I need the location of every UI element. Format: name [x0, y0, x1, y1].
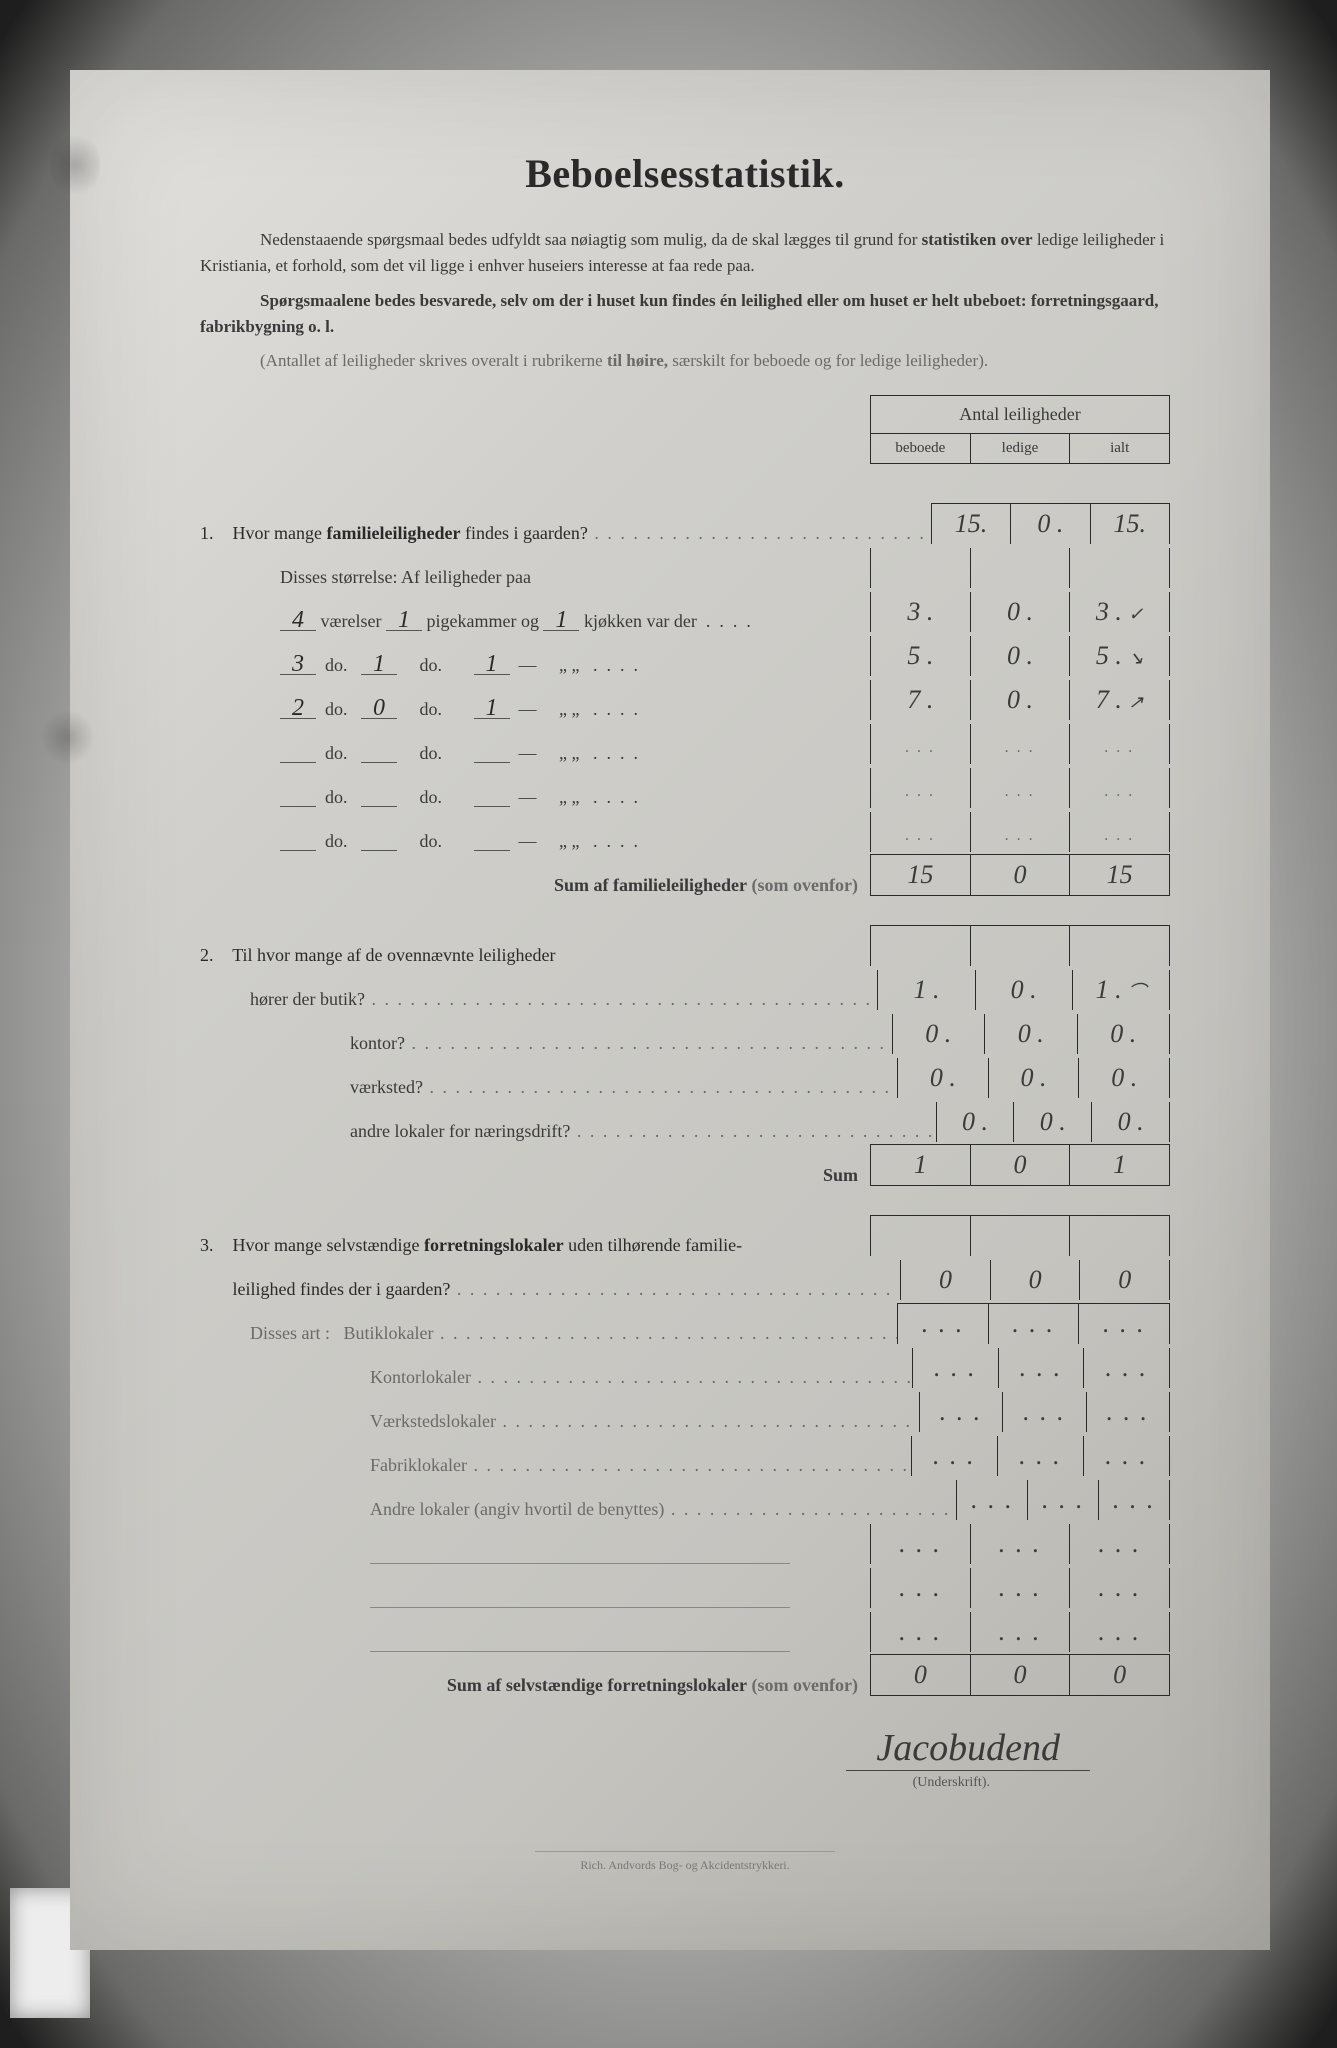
- q3-art-row: Andre lokaler (angiv hvortil de benyttes…: [200, 1476, 1170, 1520]
- q3-ans-i: 0: [1079, 1260, 1169, 1300]
- q2-heading: 2. Til hvor mange af de ovennævnte leili…: [200, 922, 1170, 966]
- printer-footer: Rich. Andvords Bog- og Akcidentstrykkeri…: [535, 1851, 835, 1873]
- table-zone: Antal leiligheder beboede ledige ialt 1.…: [200, 395, 1170, 1696]
- q2-sum-label: Sum: [823, 1165, 858, 1185]
- q1-sum-label: Sum af familieleiligheder: [554, 875, 747, 895]
- q1-subintro: Disses størrelse: Af leiligheder paa: [200, 544, 1170, 588]
- q1-ialt: 15.: [1090, 504, 1169, 544]
- q1-size-row: do. do. — „ „ . . . .. . .. . .. . .: [200, 720, 1170, 764]
- q2-row: hører der butik?1 .0 .1 . ⌒: [200, 966, 1170, 1010]
- intro-3a: (Antallet af leiligheder skrives overalt…: [260, 351, 607, 370]
- q2-sum-l: 0: [970, 1145, 1070, 1185]
- q1-ledige: 0 .: [1010, 504, 1089, 544]
- q1-size-row: 2 do. 0 do. 1 — „ „ . . . .7 .0 .7 . ↗: [200, 676, 1170, 720]
- intro-paragraph-2: Spørgsmaalene bedes besvarede, selv om d…: [200, 288, 1170, 341]
- q1-row: 1. Hvor mange familieleiligheder findes …: [200, 500, 1170, 544]
- q3-text-d: leilighed findes der i gaarden?: [233, 1279, 451, 1299]
- q3-blank-row: . . .. . .. . .: [200, 1608, 1170, 1652]
- q3-art-first: Butiklokaler: [344, 1323, 434, 1343]
- q1-text-c: findes i gaarden?: [460, 523, 587, 543]
- signature-handwriting: Jacobudend: [846, 1726, 1090, 1771]
- q3-sum-label: Sum af selvstændige forretningslokaler: [447, 1675, 747, 1695]
- q1-size-row: do. do. — „ „ . . . .. . .. . .. . .: [200, 808, 1170, 852]
- q1-size-row: do. do. — „ „ . . . .. . .. . .. . .: [200, 764, 1170, 808]
- q3-line1: 3. Hvor mange selvstændige forretningslo…: [200, 1212, 1170, 1256]
- q3-sum-i: 0: [1069, 1655, 1169, 1695]
- q1-text-a: Hvor mange: [233, 523, 327, 543]
- smudge: [40, 710, 95, 765]
- q1-size-row: 4 værelser 1 pigekammer og 1 kjøkken var…: [200, 588, 1170, 632]
- intro-paragraph-1: Nedenstaaende spørgsmaal bedes udfyldt s…: [200, 227, 1170, 280]
- smudge: [50, 130, 100, 200]
- q3-art-heading: Disses art : Butiklokaler . . .. . .. . …: [200, 1300, 1170, 1344]
- q2-text: Til hvor mange af de ovennævnte leilighe…: [232, 945, 555, 965]
- q2-sum-b: 1: [871, 1145, 970, 1185]
- q3-sum-row: Sum af selvstændige forretningslokaler (…: [200, 1652, 1170, 1696]
- q1-sum-b: 15: [871, 855, 970, 895]
- q1-subintro-text: Disses størrelse: Af leiligheder paa: [200, 567, 870, 588]
- column-header-box: Antal leiligheder beboede ledige ialt: [870, 395, 1170, 464]
- header-col-ledige: ledige: [970, 434, 1070, 463]
- header-col-ialt: ialt: [1069, 434, 1169, 463]
- q3-sum-b: 0: [871, 1655, 970, 1695]
- q2-row: værksted?0 .0 .0 .: [200, 1054, 1170, 1098]
- intro-2a: Spørgsmaalene bedes besvarede, selv om d…: [260, 291, 1031, 310]
- intro-paragraph-3: (Antallet af leiligheder skrives overalt…: [200, 348, 1170, 374]
- q3-ans-l: 0: [990, 1260, 1080, 1300]
- body-rows: 1. Hvor mange familieleiligheder findes …: [200, 395, 1170, 1696]
- q3-sum-l: 0: [970, 1655, 1070, 1695]
- q3-art-label: Disses art :: [250, 1323, 330, 1343]
- q1-sum-row: Sum af familieleiligheder (som ovenfor) …: [200, 852, 1170, 896]
- q2-row: andre lokaler for næringsdrift?0 .0 .0 .: [200, 1098, 1170, 1142]
- intro-1b: statistiken over: [922, 230, 1033, 249]
- q3-ans-b: 0: [901, 1260, 990, 1300]
- q2-sum-i: 1: [1069, 1145, 1169, 1185]
- q2-num: 2.: [200, 945, 228, 966]
- q1-sum-l: 0: [970, 855, 1070, 895]
- q3-art-row: Værkstedslokaler. . .. . .. . .: [200, 1388, 1170, 1432]
- intro-3c: særskilt for beboede og for ledige leili…: [668, 351, 988, 370]
- page-title: Beboelsesstatistik.: [200, 150, 1170, 197]
- intro-1a: Nedenstaaende spørgsmaal bedes udfyldt s…: [260, 230, 922, 249]
- q3-text-b: forretningslokaler: [424, 1235, 564, 1255]
- q1-beboede: 15.: [932, 504, 1010, 544]
- q1-sum-i: 15: [1069, 855, 1169, 895]
- q3-blank-row: . . .. . .. . .: [200, 1564, 1170, 1608]
- q2-sum-row: Sum 1 0 1: [200, 1142, 1170, 1186]
- q3-line2: leilighed findes der i gaarden? 0 0 0: [200, 1256, 1170, 1300]
- q1-num: 1.: [200, 523, 228, 544]
- q1-text-b: familieleiligheder: [326, 523, 460, 543]
- q1-size-row: 3 do. 1 do. 1 — „ „ . . . .5 .0 .5 . ↘: [200, 632, 1170, 676]
- q1-sum-note: (som ovenfor): [752, 875, 858, 895]
- header-col-beboede: beboede: [871, 434, 970, 463]
- q3-num: 3.: [200, 1235, 228, 1256]
- q2-row: kontor?0 .0 .0 .: [200, 1010, 1170, 1054]
- q3-text-a: Hvor mange selvstændige: [233, 1235, 424, 1255]
- q3-text-c: uden tilhørende familie-: [564, 1235, 742, 1255]
- document-page: Beboelsesstatistik. Nedenstaaende spørgs…: [70, 70, 1270, 1950]
- signature-block: Jacobudend (Underskrift).: [200, 1726, 1170, 1791]
- intro-3b: til høire,: [607, 351, 668, 370]
- signature-caption: (Underskrift).: [200, 1775, 1090, 1791]
- q3-sum-note: (som ovenfor): [752, 1675, 858, 1695]
- q3-art-row: Fabriklokaler. . .. . .. . .: [200, 1432, 1170, 1476]
- q3-blank-row: . . .. . .. . .: [200, 1520, 1170, 1564]
- header-title: Antal leiligheder: [871, 396, 1169, 434]
- q3-art-row: Kontorlokaler. . .. . .. . .: [200, 1344, 1170, 1388]
